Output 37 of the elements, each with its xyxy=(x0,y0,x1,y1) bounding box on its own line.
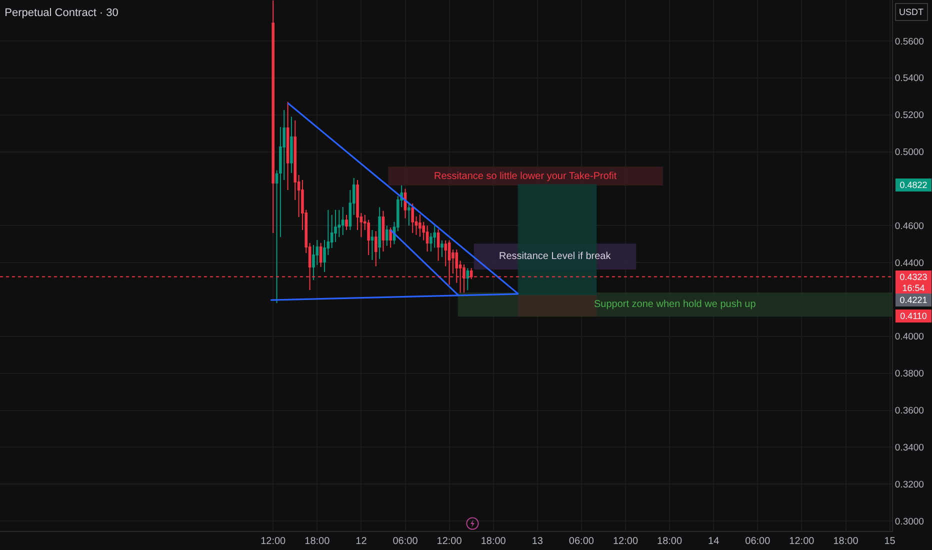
text: 0.4822 xyxy=(900,180,928,190)
annotation: Ressitance Level if break xyxy=(499,251,612,262)
text: 0.4110 xyxy=(900,311,927,321)
x-tick-label: 18:00 xyxy=(304,536,330,547)
x-tick-label: 06:00 xyxy=(568,536,594,547)
x-tick-label: 12:00 xyxy=(789,536,815,547)
y-tick-label: 0.3400 xyxy=(894,442,924,454)
y-tick-label: 0.4400 xyxy=(894,258,924,269)
y-tick-label: 0.4000 xyxy=(894,332,924,343)
y-tick-label: 0.5200 xyxy=(894,110,924,122)
y-tick-label: 0.3000 xyxy=(894,516,924,528)
y-tick-label: 0.3800 xyxy=(894,368,924,380)
x-tick-label: 06:00 xyxy=(745,536,771,547)
x-tick-label: 18:00 xyxy=(480,536,506,547)
x-tick-label: 12:00 xyxy=(260,536,286,547)
x-tick-label: 12:00 xyxy=(436,536,462,547)
x-tick-label: 12 xyxy=(356,536,368,547)
y-tick-label: 0.3600 xyxy=(894,406,924,417)
annotation: Support zone when hold we push up xyxy=(594,299,756,310)
x-tick-label: 06:00 xyxy=(392,536,418,547)
x-tick-label: 13 xyxy=(532,536,544,547)
text: Perpetual Contract · 30 xyxy=(4,6,118,19)
x-tick-label: 18:00 xyxy=(657,536,682,547)
x-tick-label: 18:00 xyxy=(833,536,859,547)
text: 0.4221 xyxy=(900,295,928,305)
y-tick-label: 0.3200 xyxy=(894,479,924,490)
y-axis-title: USDT xyxy=(899,7,924,17)
y-tick-label: 0.5000 xyxy=(894,147,924,158)
annotation: Ressitance so little lower your Take-Profit xyxy=(434,171,617,182)
x-tick-label: 12:00 xyxy=(612,536,638,547)
text: 16:54 xyxy=(902,283,925,293)
text: 0.4323 xyxy=(900,272,928,282)
y-tick-label: 0.5600 xyxy=(894,36,924,48)
y-tick-label: 0.4600 xyxy=(894,220,924,232)
x-tick-label: 14 xyxy=(708,536,720,547)
x-tick-label: 15 xyxy=(884,536,896,547)
y-tick-label: 0.5400 xyxy=(894,73,924,84)
